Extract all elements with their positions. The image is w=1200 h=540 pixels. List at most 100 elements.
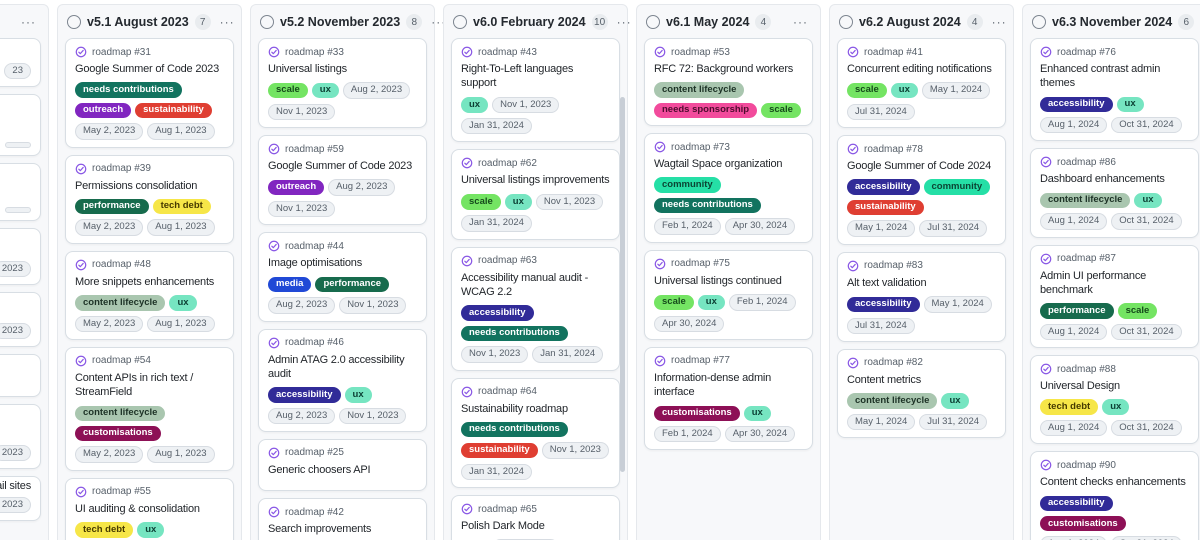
card-title: Information-dense admin interface — [654, 371, 772, 399]
date-chip: Jul 31, 2024 — [847, 317, 915, 334]
roadmap-card[interactable]: roadmap #59 Google Summer of Code 2023 out… — [258, 135, 427, 226]
label-chip: accessibility — [268, 387, 341, 403]
roadmap-card[interactable]: roadmap #75 Universal listings continued s… — [644, 249, 813, 340]
column-menu-button[interactable]: ··· — [21, 15, 36, 29]
card-issue-ref: roadmap #82 — [864, 357, 923, 369]
card-title: Universal Design — [1040, 380, 1120, 393]
card-chips-row: accessibility ux Aug 1, 2024 Oct 31, 2024 — [1040, 96, 1189, 134]
roadmap-card[interactable]: roadmap #55 UI auditing & consolidation te… — [65, 477, 234, 540]
roadmap-card[interactable]: roadmap #73 Wagtail Space organization com… — [644, 133, 813, 243]
clipped-card[interactable] — [0, 94, 41, 156]
roadmap-card[interactable]: roadmap #33 Universal listings scale ux Aug … — [258, 38, 427, 129]
column-title: v6.2 August 2024 — [859, 15, 961, 29]
roadmap-card[interactable]: roadmap #87 Admin UI performance benchmar… — [1030, 244, 1199, 349]
column-menu-button[interactable]: ··· — [616, 15, 632, 29]
card-meta-row: roadmap #42 — [268, 506, 417, 518]
roadmap-card[interactable]: roadmap #86 Dashboard enhancements content… — [1030, 148, 1199, 238]
date-chip: Aug 2, 2023 — [268, 407, 336, 424]
clipped-card[interactable]: 2023 — [0, 404, 41, 469]
card-chips-row: performance tech debt May 2, 2023 Aug 1, 20… — [75, 198, 224, 236]
column-scrollbar[interactable] — [620, 97, 625, 472]
card-title: RFC 72: Background workers — [654, 63, 794, 75]
date-chip: Feb 1, 2024 — [728, 294, 796, 311]
date-chip: Feb 1, 2024 — [654, 425, 721, 443]
label-chip: ux — [344, 387, 372, 403]
label-chip: content lifecycle — [1040, 192, 1131, 209]
card-title: Universal listings — [268, 63, 347, 75]
column-status-icon — [646, 15, 660, 29]
clipped-card[interactable]: 23 — [0, 38, 41, 87]
roadmap-card[interactable]: roadmap #48 More snippets enhancements con… — [65, 250, 234, 340]
card-meta-row: roadmap #59 — [268, 143, 417, 155]
roadmap-card[interactable]: roadmap #77 Information-dense admin inter… — [644, 346, 813, 451]
roadmap-card[interactable]: roadmap #90 Content checks enhancements ac… — [1030, 451, 1199, 540]
roadmap-card[interactable]: roadmap #78 Google Summer of Code 2024 acc… — [837, 135, 1006, 245]
column-menu-button[interactable]: ··· — [991, 15, 1007, 29]
clipped-card[interactable] — [0, 354, 41, 397]
column-cards: roadmap #76 Enhanced contrast admin theme… — [1030, 38, 1199, 540]
label-chip: accessibility — [847, 296, 920, 313]
date-chip: May 1, 2024 — [923, 296, 992, 313]
card-title: Permissions consolidation — [75, 179, 198, 192]
date-chip: Nov 1, 2023 — [541, 442, 609, 459]
roadmap-card[interactable]: roadmap #44 Image optimisations media perfo… — [258, 232, 427, 322]
label-chip: customisations — [654, 405, 740, 421]
card-chips-row: scale ux Nov 1, 2023 Jan 31, 2024 — [461, 193, 610, 232]
label-chip: media — [268, 276, 312, 293]
roadmap-card[interactable]: roadmap #83 Alt text validation accessibil… — [837, 251, 1006, 342]
card-meta-row: roadmap #33 — [268, 46, 417, 58]
card-issue-ref: roadmap #44 — [285, 240, 344, 252]
roadmap-card[interactable]: roadmap #31 Google Summer of Code 2023 nee… — [65, 38, 234, 148]
roadmap-card[interactable]: roadmap #88 Universal Design tech debt ux Au… — [1030, 355, 1199, 445]
date-chip: Aug 2, 2023 — [328, 179, 396, 196]
roadmap-card[interactable]: roadmap #43 Right-To-Left languages suppo… — [451, 38, 620, 143]
card-meta-row: roadmap #73 — [654, 141, 803, 153]
date-chip: Aug 1, 2024 — [1040, 323, 1108, 341]
column-cards: roadmap #43 Right-To-Left languages suppo… — [451, 38, 620, 540]
roadmap-card[interactable]: roadmap #54 Content APIs in rich text / S… — [65, 346, 234, 471]
clipped-card[interactable] — [0, 163, 41, 221]
card-title: Content APIs in rich text / StreamField — [75, 371, 194, 399]
label-chip: ux — [137, 522, 165, 538]
card-title: Accessibility manual audit - WCAG 2.2 — [461, 271, 589, 298]
date-chip: Aug 1, 2024 — [1040, 213, 1108, 230]
date-chip: Aug 2, 2023 — [342, 82, 411, 99]
roadmap-card[interactable]: roadmap #46 Admin ATAG 2.0 accessibility … — [258, 328, 427, 432]
roadmap-closed-icon — [75, 259, 87, 271]
card-title: Google Summer of Code 2024 — [847, 160, 991, 173]
roadmap-card[interactable]: roadmap #63 Accessibility manual audit - … — [451, 246, 620, 371]
roadmap-card[interactable]: roadmap #53 RFC 72: Background workers con… — [644, 38, 813, 127]
roadmap-card[interactable]: roadmap #39 Permissions consolidation perf… — [65, 154, 234, 244]
column-header: v5.1 August 2023 7 ··· — [65, 11, 234, 33]
card-meta-row: roadmap #87 — [1040, 253, 1189, 265]
date-chip: Aug 1, 2024 — [1040, 536, 1108, 540]
card-issue-ref: roadmap #46 — [285, 337, 344, 349]
card-title: Dashboard enhancements — [1040, 173, 1165, 186]
roadmap-card[interactable]: roadmap #62 Universal listings improvemen… — [451, 149, 620, 240]
column-menu-button[interactable]: ··· — [431, 15, 447, 29]
clipped-card[interactable]: gtail sites , 2023 — [0, 476, 41, 521]
label-chip: ux — [461, 97, 489, 113]
roadmap-card[interactable]: roadmap #25 Generic choosers API — [258, 438, 427, 492]
roadmap-card[interactable]: roadmap #76 Enhanced contrast admin theme… — [1030, 38, 1199, 142]
clipped-card[interactable]: 2023 — [0, 292, 41, 347]
column-menu-button[interactable]: ··· — [219, 15, 235, 29]
card-issue-ref: roadmap #73 — [671, 141, 730, 153]
board-column: v6.0 February 2024 10 ··· roadmap #43 Right-… — [443, 4, 631, 540]
label-chip: accessibility — [1040, 96, 1113, 113]
card-issue-ref: roadmap #63 — [478, 255, 537, 267]
card-title: Content checks enhancements — [1040, 476, 1186, 489]
roadmap-card[interactable]: roadmap #64 Sustainability roadmap needs c… — [451, 377, 620, 489]
roadmap-closed-icon — [461, 46, 473, 58]
clipped-card[interactable]: 2023 — [0, 228, 41, 285]
card-title: Generic choosers API — [268, 463, 371, 476]
roadmap-card[interactable]: roadmap #82 Content metrics content lifecy… — [837, 348, 1006, 439]
column-menu-button[interactable]: ··· — [793, 15, 808, 29]
label-chip: ux — [1116, 96, 1144, 113]
kanban-board: ··· 23 2023 2023 2023 gtail sites , 2023 v5.1 A… — [0, 4, 1200, 540]
roadmap-card[interactable]: roadmap #41 Concurrent editing notificati… — [837, 38, 1006, 129]
date-chip: Oct 31, 2024 — [1111, 117, 1182, 134]
label-chip: scale — [461, 194, 501, 210]
